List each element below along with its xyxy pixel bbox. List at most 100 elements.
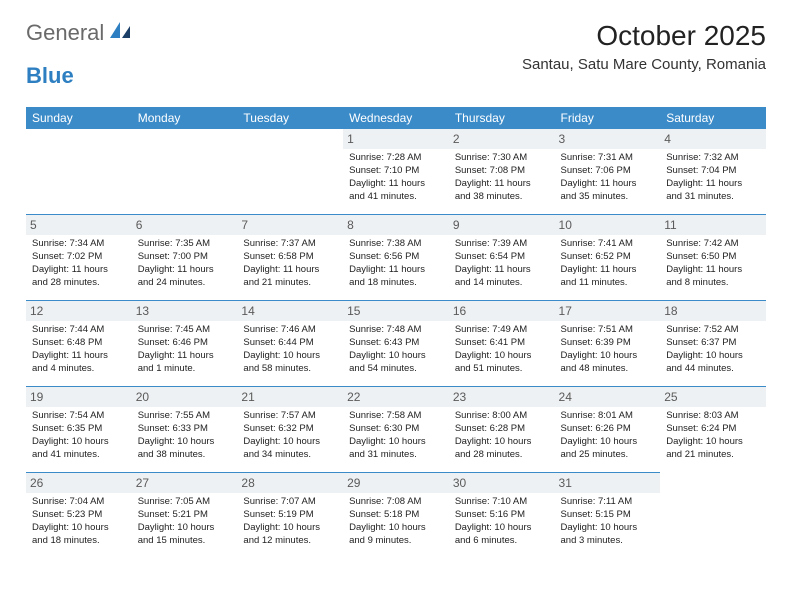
day-number: 31: [555, 473, 661, 493]
sunrise-text: Sunrise: 8:00 AM: [455, 410, 549, 423]
daylight-text: Daylight: 11 hours and 4 minutes.: [32, 350, 126, 376]
brand-logo: General: [26, 20, 134, 46]
sunset-text: Sunset: 6:24 PM: [666, 423, 760, 436]
sunset-text: Sunset: 6:54 PM: [455, 251, 549, 264]
day-number: 8: [343, 215, 449, 235]
day-number: 17: [555, 301, 661, 321]
calendar-day-cell: 1Sunrise: 7:28 AMSunset: 7:10 PMDaylight…: [343, 129, 449, 215]
daylight-text: Daylight: 10 hours and 18 minutes.: [32, 522, 126, 548]
day-number: 21: [237, 387, 343, 407]
sunrise-text: Sunrise: 7:31 AM: [561, 152, 655, 165]
calendar-day-cell: [132, 129, 238, 215]
daylight-text: Daylight: 11 hours and 14 minutes.: [455, 264, 549, 290]
daylight-text: Daylight: 10 hours and 41 minutes.: [32, 436, 126, 462]
day-header: Monday: [132, 107, 238, 129]
daylight-text: Daylight: 11 hours and 24 minutes.: [138, 264, 232, 290]
calendar-week-row: 1Sunrise: 7:28 AMSunset: 7:10 PMDaylight…: [26, 129, 766, 215]
day-number: 12: [26, 301, 132, 321]
sunrise-text: Sunrise: 7:51 AM: [561, 324, 655, 337]
day-number: 13: [132, 301, 238, 321]
calendar-body: 1Sunrise: 7:28 AMSunset: 7:10 PMDaylight…: [26, 129, 766, 558]
sunset-text: Sunset: 7:00 PM: [138, 251, 232, 264]
daylight-text: Daylight: 10 hours and 28 minutes.: [455, 436, 549, 462]
day-number: 11: [660, 215, 766, 235]
day-header: Wednesday: [343, 107, 449, 129]
sunrise-text: Sunrise: 7:37 AM: [243, 238, 337, 251]
sunrise-text: Sunrise: 7:38 AM: [349, 238, 443, 251]
daylight-text: Daylight: 10 hours and 25 minutes.: [561, 436, 655, 462]
day-number: 22: [343, 387, 449, 407]
sunset-text: Sunset: 6:32 PM: [243, 423, 337, 436]
sunset-text: Sunset: 6:41 PM: [455, 337, 549, 350]
sunset-text: Sunset: 6:52 PM: [561, 251, 655, 264]
brand-text-blue: Blue: [26, 63, 74, 88]
day-header: Friday: [555, 107, 661, 129]
day-number: 26: [26, 473, 132, 493]
calendar-day-cell: 11Sunrise: 7:42 AMSunset: 6:50 PMDayligh…: [660, 215, 766, 301]
daylight-text: Daylight: 10 hours and 34 minutes.: [243, 436, 337, 462]
calendar-day-cell: 14Sunrise: 7:46 AMSunset: 6:44 PMDayligh…: [237, 301, 343, 387]
calendar-day-cell: 7Sunrise: 7:37 AMSunset: 6:58 PMDaylight…: [237, 215, 343, 301]
day-number: 10: [555, 215, 661, 235]
calendar-day-cell: [660, 473, 766, 559]
daylight-text: Daylight: 10 hours and 51 minutes.: [455, 350, 549, 376]
calendar-week-row: 26Sunrise: 7:04 AMSunset: 5:23 PMDayligh…: [26, 473, 766, 559]
calendar-day-cell: 29 Sunrise: 7:08 AMSunset: 5:18 PMDayligh…: [343, 473, 449, 559]
calendar-day-cell: 15Sunrise: 7:48 AMSunset: 6:43 PMDayligh…: [343, 301, 449, 387]
sunrise-text: Sunrise: 7:07 AM: [243, 496, 337, 509]
calendar-day-cell: 18Sunrise: 7:52 AMSunset: 6:37 PMDayligh…: [660, 301, 766, 387]
day-number: 20: [132, 387, 238, 407]
calendar-day-cell: 6 Sunrise: 7:35 AMSunset: 7:00 PMDaylight…: [132, 215, 238, 301]
sunrise-text: Sunrise: 7:46 AM: [243, 324, 337, 337]
daylight-text: Daylight: 11 hours and 38 minutes.: [455, 178, 549, 204]
day-number: 29: [343, 473, 449, 493]
daylight-text: Daylight: 11 hours and 31 minutes.: [666, 178, 760, 204]
calendar-day-cell: 16Sunrise: 7:49 AMSunset: 6:41 PMDayligh…: [449, 301, 555, 387]
sunrise-text: Sunrise: 7:35 AM: [138, 238, 232, 251]
calendar-day-cell: 28Sunrise: 7:07 AMSunset: 5:19 PMDayligh…: [237, 473, 343, 559]
sunrise-text: Sunrise: 7:08 AM: [349, 496, 443, 509]
daylight-text: Daylight: 11 hours and 18 minutes.: [349, 264, 443, 290]
calendar-day-cell: 30Sunrise: 7:10 AMSunset: 5:16 PMDayligh…: [449, 473, 555, 559]
sunset-text: Sunset: 5:18 PM: [349, 509, 443, 522]
sunset-text: Sunset: 6:39 PM: [561, 337, 655, 350]
sunrise-text: Sunrise: 8:03 AM: [666, 410, 760, 423]
calendar-day-cell: 25Sunrise: 8:03 AMSunset: 6:24 PMDayligh…: [660, 387, 766, 473]
sunrise-text: Sunrise: 7:11 AM: [561, 496, 655, 509]
sunset-text: Sunset: 7:04 PM: [666, 165, 760, 178]
sunset-text: Sunset: 6:33 PM: [138, 423, 232, 436]
sunrise-text: Sunrise: 7:05 AM: [138, 496, 232, 509]
sunrise-text: Sunrise: 7:04 AM: [32, 496, 126, 509]
daylight-text: Daylight: 10 hours and 9 minutes.: [349, 522, 443, 548]
day-number: 6: [132, 215, 238, 235]
month-title: October 2025: [522, 20, 766, 52]
day-number: 5: [26, 215, 132, 235]
sunrise-text: Sunrise: 7:48 AM: [349, 324, 443, 337]
sunrise-text: Sunrise: 7:55 AM: [138, 410, 232, 423]
day-number: 23: [449, 387, 555, 407]
sunrise-text: Sunrise: 7:52 AM: [666, 324, 760, 337]
sunset-text: Sunset: 7:06 PM: [561, 165, 655, 178]
day-header: Sunday: [26, 107, 132, 129]
sunrise-text: Sunrise: 8:01 AM: [561, 410, 655, 423]
sunset-text: Sunset: 6:35 PM: [32, 423, 126, 436]
day-number: 19: [26, 387, 132, 407]
calendar-day-cell: 23Sunrise: 8:00 AMSunset: 6:28 PMDayligh…: [449, 387, 555, 473]
calendar-day-cell: 26Sunrise: 7:04 AMSunset: 5:23 PMDayligh…: [26, 473, 132, 559]
sunrise-text: Sunrise: 7:28 AM: [349, 152, 443, 165]
sunrise-text: Sunrise: 7:41 AM: [561, 238, 655, 251]
daylight-text: Daylight: 11 hours and 8 minutes.: [666, 264, 760, 290]
sunset-text: Sunset: 6:46 PM: [138, 337, 232, 350]
day-number: 30: [449, 473, 555, 493]
sunset-text: Sunset: 6:43 PM: [349, 337, 443, 350]
daylight-text: Daylight: 10 hours and 48 minutes.: [561, 350, 655, 376]
sunrise-text: Sunrise: 7:34 AM: [32, 238, 126, 251]
day-number: 18: [660, 301, 766, 321]
calendar-day-cell: [26, 129, 132, 215]
sunset-text: Sunset: 5:19 PM: [243, 509, 337, 522]
sunset-text: Sunset: 5:16 PM: [455, 509, 549, 522]
calendar-header-row: SundayMondayTuesdayWednesdayThursdayFrid…: [26, 107, 766, 129]
daylight-text: Daylight: 10 hours and 31 minutes.: [349, 436, 443, 462]
sunrise-text: Sunrise: 7:32 AM: [666, 152, 760, 165]
calendar-day-cell: 4Sunrise: 7:32 AMSunset: 7:04 PMDaylight…: [660, 129, 766, 215]
